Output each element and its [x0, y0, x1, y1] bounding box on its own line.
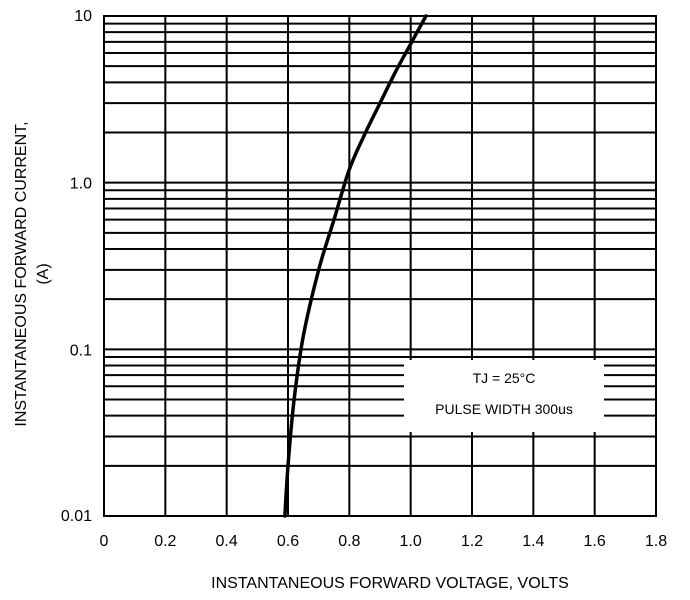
x-tick-label: 0.8	[338, 533, 360, 550]
y-axis-label-line1: INSTANTANEOUS FORWARD CURRENT,	[13, 121, 30, 426]
y-axis-label-line2: (A)	[35, 263, 52, 284]
y-tick-label: 10	[74, 8, 92, 25]
y-tick-label: 1.0	[70, 176, 92, 193]
plot-frame	[103, 15, 657, 517]
grid	[104, 16, 656, 516]
annotation-temperature: TJ = 25°C	[473, 370, 536, 386]
y-tick-label: 0.1	[70, 342, 92, 359]
x-tick-label: 0.4	[216, 533, 238, 550]
x-tick-label: 1.4	[522, 533, 544, 550]
x-tick-labels: 0 0.2 0.4 0.6 0.8 1.0 1.2 1.4 1.6 1.8	[100, 533, 668, 550]
x-tick-label: 0	[100, 533, 109, 550]
x-tick-label: 1.2	[461, 533, 483, 550]
series-line	[283, 14, 428, 518]
x-tick-label: 1.0	[400, 533, 422, 550]
y-tick-labels: 0.01 0.1 1.0 10	[61, 8, 92, 525]
x-tick-label: 0.2	[154, 533, 176, 550]
annotation-pulse-width: PULSE WIDTH 300us	[435, 401, 573, 417]
x-tick-label: 0.6	[277, 533, 299, 550]
annotation-box	[404, 360, 604, 432]
y-tick-label: 0.01	[61, 508, 92, 525]
x-axis-label: INSTANTANEOUS FORWARD VOLTAGE, VOLTS	[211, 575, 569, 592]
x-tick-label: 1.6	[584, 533, 606, 550]
x-tick-label: 1.8	[645, 533, 667, 550]
